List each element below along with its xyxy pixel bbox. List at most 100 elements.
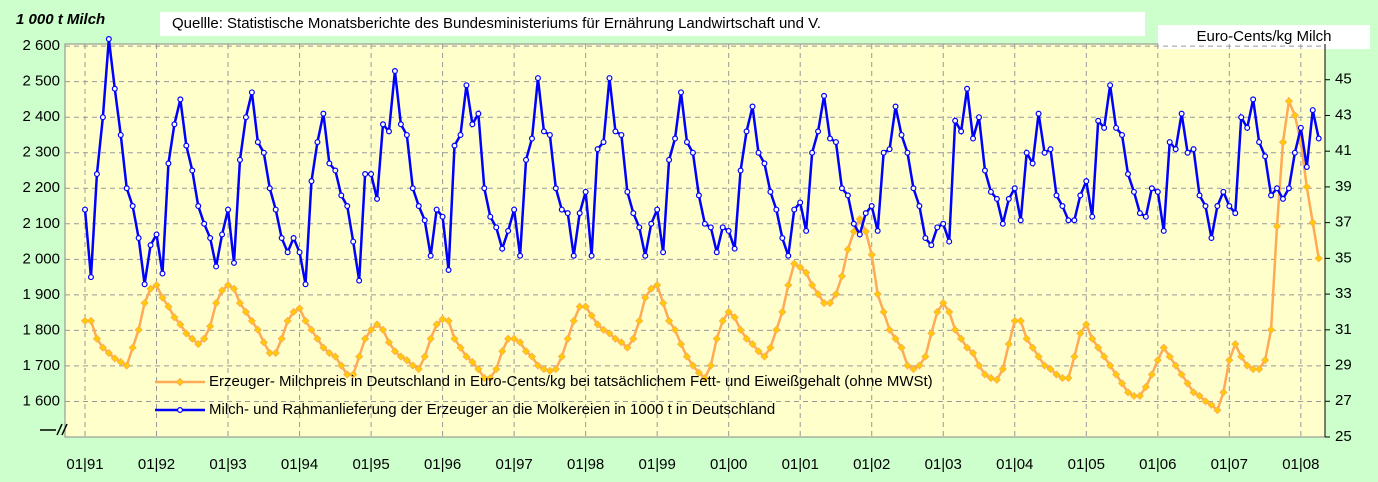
point: [624, 188, 631, 195]
point: [1130, 188, 1137, 195]
point: [1047, 146, 1054, 153]
point: [451, 142, 458, 149]
x-tick-label: 01|05: [1068, 456, 1105, 473]
point: [1184, 149, 1191, 156]
point: [1117, 379, 1127, 388]
point: [278, 235, 285, 242]
point: [736, 325, 745, 334]
point: [194, 340, 203, 349]
point: [402, 356, 411, 365]
point: [1214, 203, 1221, 210]
point: [921, 352, 930, 361]
point: [772, 325, 781, 334]
point: [468, 357, 477, 367]
point: [1172, 146, 1179, 153]
point: [850, 220, 857, 227]
point: [587, 311, 596, 320]
point: [314, 139, 321, 146]
series-line: [83, 38, 1320, 285]
point: [964, 85, 971, 92]
point: [1083, 178, 1090, 185]
point: [755, 149, 762, 156]
point: [164, 302, 173, 311]
point: [445, 266, 452, 273]
point: [235, 298, 245, 308]
point: [219, 231, 226, 238]
point: [665, 316, 674, 325]
annotation-box: [160, 12, 1145, 36]
point: [355, 352, 364, 361]
point: [557, 352, 566, 361]
point: [779, 235, 786, 242]
point: [362, 171, 369, 178]
point: [749, 103, 756, 110]
point: [1077, 192, 1084, 199]
point: [594, 146, 601, 153]
point: [290, 235, 297, 242]
x-tick-label: 01|06: [1139, 456, 1176, 473]
point: [105, 36, 112, 43]
point: [1095, 117, 1102, 124]
point: [958, 128, 965, 135]
point: [785, 252, 792, 259]
point: [308, 178, 315, 185]
point: [718, 316, 727, 325]
point: [1279, 195, 1286, 202]
point: [499, 245, 506, 252]
point: [1249, 365, 1258, 374]
point: [647, 284, 656, 293]
point: [1261, 356, 1270, 365]
point: [301, 316, 310, 325]
point: [480, 373, 489, 383]
point: [600, 139, 607, 146]
point: [898, 131, 905, 138]
x-tick-label: 01|03: [925, 456, 962, 473]
x-tick-label: 01|02: [853, 456, 890, 473]
point: [1195, 391, 1204, 400]
y2-axis-label: Euro-Cents/kg Milch: [1196, 28, 1331, 45]
point: [426, 334, 435, 343]
point: [582, 188, 589, 195]
point: [344, 203, 351, 210]
point: [1273, 185, 1280, 192]
point: [1290, 111, 1299, 120]
point: [1022, 334, 1031, 343]
point: [856, 231, 863, 238]
x-tick-label: 01|94: [281, 456, 318, 473]
y-tick-label: 2 100: [22, 215, 60, 232]
point: [1107, 82, 1114, 89]
point: [295, 304, 304, 313]
point: [152, 281, 161, 290]
point: [606, 75, 613, 82]
point: [289, 307, 298, 317]
point: [677, 89, 684, 96]
point: [1088, 334, 1097, 343]
y2-tick-label: 41: [1335, 142, 1352, 159]
y-tick-label: 2 300: [22, 144, 60, 161]
point: [200, 334, 209, 343]
point: [790, 259, 799, 268]
point: [1089, 213, 1096, 220]
point: [724, 307, 733, 317]
point: [1315, 135, 1322, 142]
point: [511, 206, 518, 213]
point: [832, 139, 839, 146]
point: [116, 357, 125, 367]
point: [987, 188, 994, 195]
point: [826, 135, 833, 142]
point: [563, 334, 572, 343]
point: [367, 325, 376, 334]
point: [939, 298, 948, 308]
point: [80, 316, 90, 325]
point: [516, 338, 525, 347]
point: [575, 302, 584, 311]
point: [654, 206, 661, 213]
point: [492, 365, 501, 374]
point: [761, 160, 768, 167]
point: [831, 290, 841, 299]
point: [481, 185, 488, 192]
point: [1112, 370, 1121, 379]
point: [236, 156, 243, 163]
y-tick-label: 1 600: [22, 392, 60, 409]
point: [1285, 185, 1292, 192]
